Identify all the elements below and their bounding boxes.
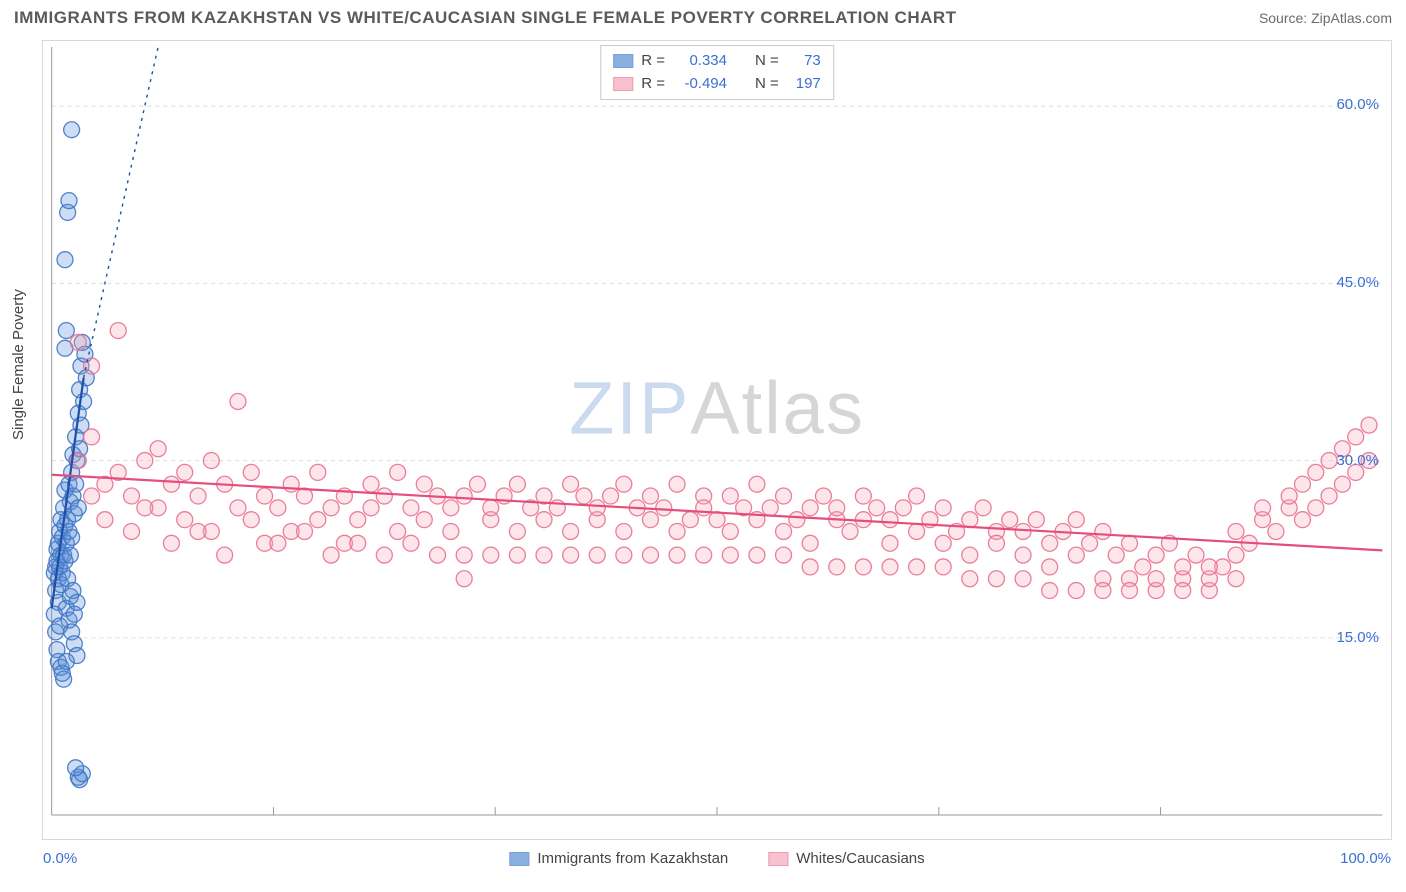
y-tick-label: 45.0% [1336, 274, 1379, 291]
swatch-series-0-icon [509, 852, 529, 866]
swatch-series-0 [613, 54, 633, 68]
legend-item-series-1: Whites/Caucasians [768, 850, 924, 867]
correlation-legend: R = 0.334 N = 73 R = -0.494 N = 197 [600, 45, 834, 100]
legend-row-series-0: R = 0.334 N = 73 [613, 50, 821, 73]
y-axis-label: Single Female Poverty [10, 289, 27, 440]
source-attribution: Source: ZipAtlas.com [1259, 10, 1392, 26]
x-tick-label: 100.0% [1340, 850, 1391, 867]
y-tick-label: 60.0% [1336, 96, 1379, 113]
chart-title: IMMIGRANTS FROM KAZAKHSTAN VS WHITE/CAUC… [14, 8, 957, 28]
swatch-series-1 [613, 77, 633, 91]
y-tick-label: 30.0% [1336, 452, 1379, 469]
swatch-series-1-icon [768, 852, 788, 866]
chart-plot-area: ZIPAtlas R = 0.334 N = 73 R = -0.494 N =… [42, 40, 1392, 840]
x-tick-label: 0.0% [43, 850, 77, 867]
series-legend: Immigrants from Kazakhstan Whites/Caucas… [509, 850, 924, 867]
legend-row-series-1: R = -0.494 N = 197 [613, 73, 821, 96]
legend-item-series-0: Immigrants from Kazakhstan [509, 850, 728, 867]
scatter-plot-svg [43, 41, 1391, 839]
y-tick-label: 15.0% [1336, 629, 1379, 646]
